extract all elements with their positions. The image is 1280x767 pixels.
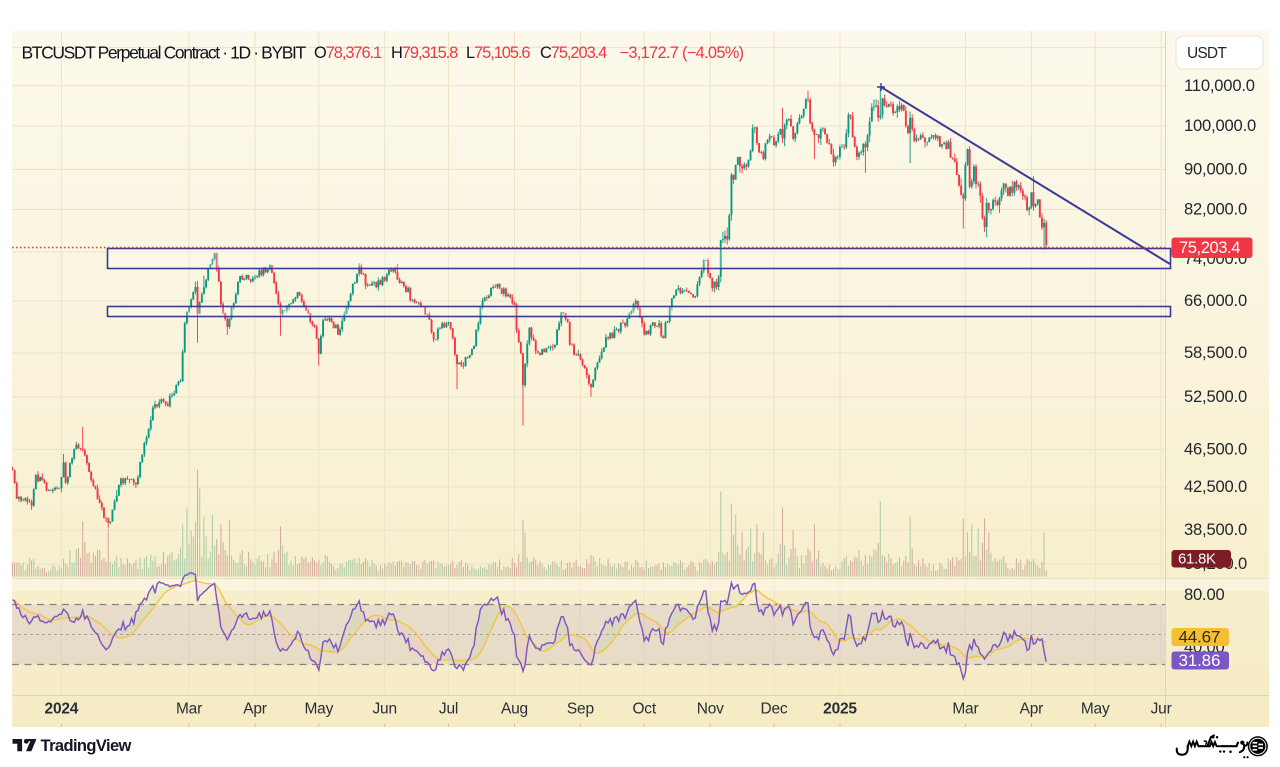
svg-text:61.8K: 61.8K	[1178, 551, 1216, 568]
svg-text:Mar: Mar	[176, 701, 202, 718]
svg-text:Mar: Mar	[952, 701, 978, 718]
svg-text:2025: 2025	[823, 701, 857, 718]
svg-text:O78,376.1: O78,376.1	[314, 44, 382, 62]
svg-text:Jul: Jul	[439, 701, 458, 718]
svg-text:80.00: 80.00	[1184, 585, 1225, 604]
svg-text:C75,203.4: C75,203.4	[540, 44, 607, 62]
svg-text:TradingView: TradingView	[41, 737, 132, 755]
svg-text:May: May	[1081, 701, 1110, 718]
svg-text:75,203.4: 75,203.4	[1179, 238, 1240, 257]
svg-text:42,500.0: 42,500.0	[1184, 477, 1247, 496]
svg-text:100,000.0: 100,000.0	[1184, 116, 1256, 135]
svg-text:46,500.0: 46,500.0	[1184, 440, 1247, 459]
svg-text:Jur: Jur	[1151, 701, 1172, 718]
svg-text:31.86: 31.86	[1179, 651, 1221, 670]
svg-text:Jun: Jun	[372, 701, 396, 718]
svg-text:Aug: Aug	[501, 701, 528, 718]
svg-text:L75,105.6: L75,105.6	[466, 44, 530, 62]
svg-text:66,000.0: 66,000.0	[1184, 291, 1247, 310]
svg-text:BTCUSDT Perpetual Contract · 1: BTCUSDT Perpetual Contract · 1D · BYBIT	[22, 42, 307, 62]
svg-text:58,500.0: 58,500.0	[1184, 343, 1247, 362]
svg-text:H79,315.8: H79,315.8	[391, 44, 458, 62]
svg-text:Sep: Sep	[567, 701, 594, 718]
svg-text:90,000.0: 90,000.0	[1184, 160, 1247, 179]
svg-text:USDT: USDT	[1187, 45, 1227, 62]
svg-text:38,500.0: 38,500.0	[1184, 520, 1247, 539]
svg-text:Apr: Apr	[243, 701, 267, 718]
svg-text:82,000.0: 82,000.0	[1184, 200, 1247, 219]
svg-text:2024: 2024	[45, 701, 79, 718]
svg-text:44.67: 44.67	[1179, 627, 1221, 646]
svg-text:110,000.0: 110,000.0	[1184, 76, 1255, 95]
svg-text:Nov: Nov	[697, 701, 724, 718]
svg-text:Dec: Dec	[761, 701, 788, 718]
svg-text:52,500.0: 52,500.0	[1184, 387, 1247, 406]
svg-text:−3,172.7 (−4.05%): −3,172.7 (−4.05%)	[620, 44, 744, 62]
svg-text:Apr: Apr	[1020, 701, 1044, 718]
svg-text:Oct: Oct	[632, 701, 656, 718]
svg-text:May: May	[304, 701, 333, 718]
